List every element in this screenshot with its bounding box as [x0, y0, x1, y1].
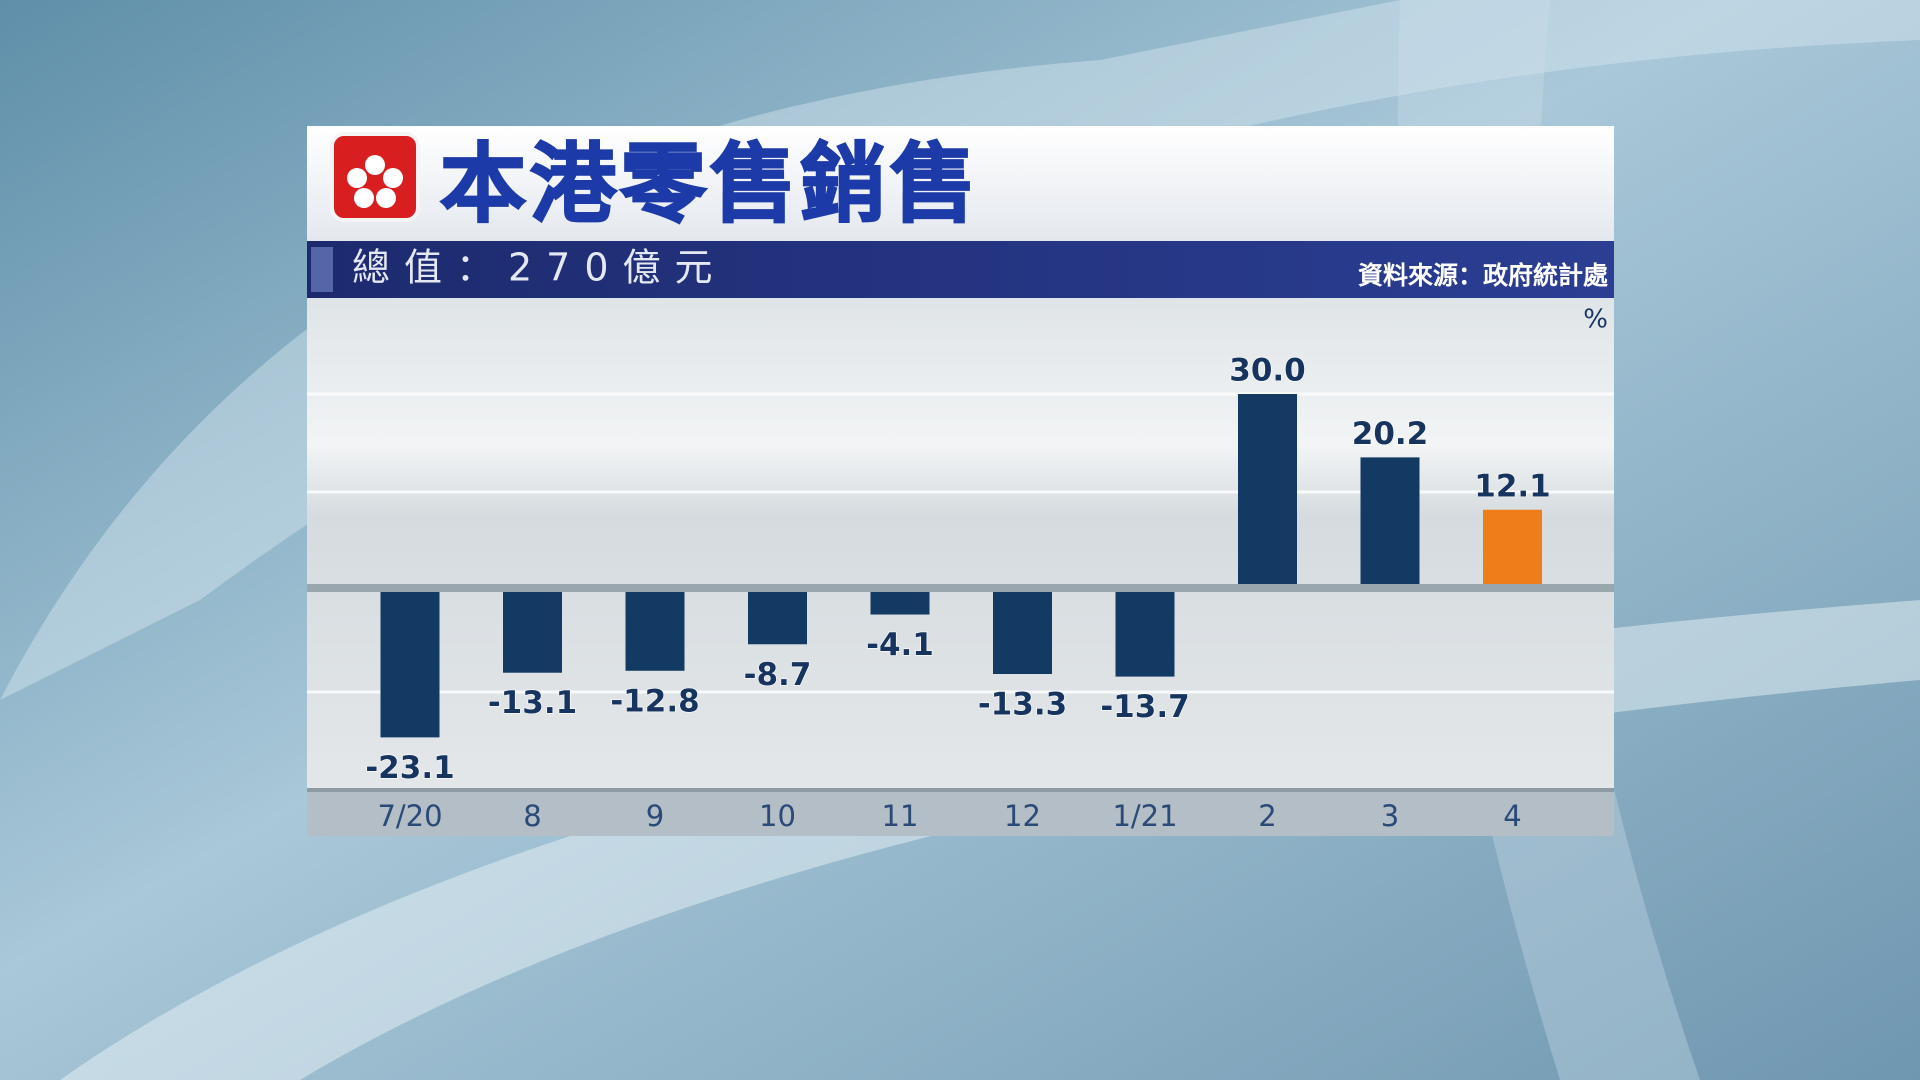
x-tick-label: 4: [1503, 799, 1521, 833]
subtitle-bar: [307, 241, 1614, 298]
bar: [380, 588, 440, 738]
value-label: -12.8: [610, 683, 699, 719]
chart-title: 本港零售銷售: [440, 134, 980, 234]
bars: [380, 394, 1542, 738]
value-label: 12.1: [1474, 468, 1551, 504]
bar: [748, 588, 807, 645]
value-label: -13.7: [1100, 689, 1189, 725]
value-label: 30.0: [1229, 353, 1306, 389]
bar: [1483, 509, 1542, 588]
source-note: 資料來源：政府統計處: [1358, 261, 1608, 290]
x-tick-label: 10: [759, 799, 796, 833]
value-label: -8.7: [744, 657, 812, 693]
hk-flag-icon: [330, 132, 420, 222]
chart-subtitle: 總值：270億元: [352, 246, 727, 290]
value-label: -4.1: [866, 627, 934, 663]
bar: [1115, 588, 1175, 677]
bar: [625, 588, 685, 671]
bar: [993, 588, 1052, 675]
category-band: [307, 790, 1614, 836]
x-tick-label: 3: [1381, 799, 1399, 833]
bar: [1360, 457, 1420, 588]
subtitle-marker: [311, 247, 333, 292]
x-tick-label: 9: [646, 799, 664, 833]
bar: [1238, 394, 1297, 588]
bar: [503, 588, 562, 673]
x-tick-label: 12: [1004, 799, 1041, 833]
x-tick-label: 8: [523, 799, 541, 833]
x-tick-label: 7/20: [377, 799, 442, 833]
title-area: [307, 126, 1614, 241]
x-tick-label: 11: [882, 799, 919, 833]
x-tick-label: 2: [1258, 799, 1276, 833]
value-label: 20.2: [1352, 416, 1429, 452]
bar: [870, 588, 930, 615]
unit-label: %: [1583, 305, 1608, 335]
value-label: -13.3: [978, 687, 1067, 723]
value-label: -23.1: [365, 750, 454, 786]
x-tick-label: 1/21: [1112, 799, 1177, 833]
value-label: -13.1: [488, 685, 577, 721]
